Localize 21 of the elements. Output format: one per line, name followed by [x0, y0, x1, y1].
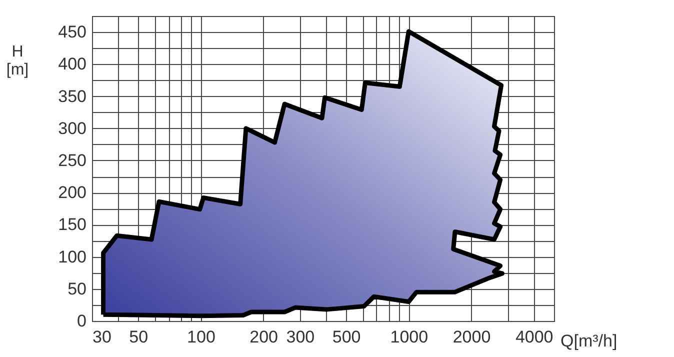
x-tick-label: 4000	[515, 328, 554, 346]
y-tick-label: 400	[58, 54, 86, 74]
x-tick-label: 200	[250, 328, 278, 346]
y-tick-label: 250	[58, 150, 86, 170]
y-tick-label: 100	[58, 247, 86, 266]
x-axis-title: Q[m³/h]	[560, 332, 618, 350]
x-tick-label: 2000	[452, 328, 491, 346]
y-tick-label: 300	[58, 118, 86, 138]
y-tick-label: 0	[77, 312, 86, 330]
y-tick-label: 200	[58, 183, 86, 202]
x-tick-label: 500	[332, 328, 361, 346]
x-tick-label: 50	[129, 328, 148, 346]
y-tick-label: 150	[58, 215, 86, 234]
x-tick-label: 300	[286, 328, 315, 346]
x-tick-label: 100	[187, 328, 216, 346]
y-tick-label: 50	[68, 279, 86, 298]
x-tick-label: 30	[92, 328, 112, 346]
x-tick-label: 1000	[390, 328, 428, 346]
y-axis-title: H [m]	[6, 44, 29, 78]
y-tick-label: 350	[58, 86, 86, 106]
y-tick-label: 450	[58, 22, 86, 42]
